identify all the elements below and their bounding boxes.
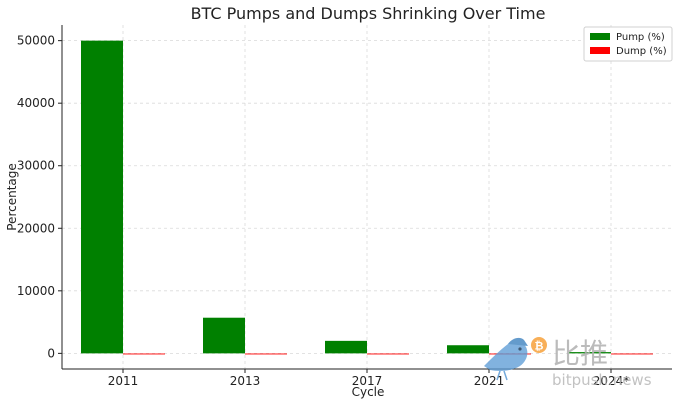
y-tick-label: 40000 bbox=[17, 96, 55, 110]
legend: Pump (%) Dump (%) bbox=[583, 26, 673, 62]
bar-pump bbox=[81, 40, 123, 354]
legend-label-dump: Dump (%) bbox=[616, 46, 667, 57]
y-axis-title: Percentage bbox=[5, 163, 19, 231]
legend-swatch-dump bbox=[590, 47, 610, 54]
grid-layer bbox=[62, 25, 672, 369]
bar-dump bbox=[123, 353, 165, 355]
x-tick-label: 2021 bbox=[474, 374, 505, 388]
ticks-layer: 0 10000 20000 30000 40000 50000 2011 2013 2017 20… bbox=[17, 34, 629, 388]
x-tick-label: 2024* bbox=[593, 374, 630, 388]
bar-dump bbox=[367, 353, 409, 355]
legend-swatch-pump bbox=[590, 33, 610, 40]
watermark-en-text: bitpush.news bbox=[552, 371, 652, 389]
x-tick-label: 2011 bbox=[108, 374, 139, 388]
bars-layer bbox=[81, 40, 653, 355]
y-tick-label: 10000 bbox=[17, 284, 55, 298]
axes-layer bbox=[61, 25, 672, 370]
watermark-cn-text: 比推 bbox=[552, 337, 608, 370]
bitpush-watermark: ₿ 比推 bitpush.news bbox=[484, 337, 652, 389]
coin-symbol: ₿ bbox=[535, 340, 544, 353]
bird-logo-icon bbox=[484, 337, 528, 381]
legend-label-pump: Pump (%) bbox=[616, 32, 665, 43]
y-tick-label: 30000 bbox=[17, 159, 55, 173]
x-tick-label: 2017 bbox=[352, 374, 383, 388]
bar-pump bbox=[203, 317, 245, 354]
x-axis-title: Cycle bbox=[352, 385, 385, 399]
y-tick-label: 0 bbox=[47, 346, 55, 360]
bar-pump bbox=[325, 340, 367, 354]
y-tick-label: 20000 bbox=[17, 221, 55, 235]
bar-dump bbox=[245, 353, 287, 355]
bar-pump bbox=[569, 352, 611, 354]
chart-title: BTC Pumps and Dumps Shrinking Over Time bbox=[191, 4, 546, 23]
bar-dump bbox=[611, 353, 653, 355]
x-tick-label: 2013 bbox=[230, 374, 261, 388]
y-tick-label: 50000 bbox=[17, 34, 55, 48]
bar-pump bbox=[447, 345, 489, 354]
bitcoin-coin-icon: ₿ bbox=[531, 337, 547, 353]
